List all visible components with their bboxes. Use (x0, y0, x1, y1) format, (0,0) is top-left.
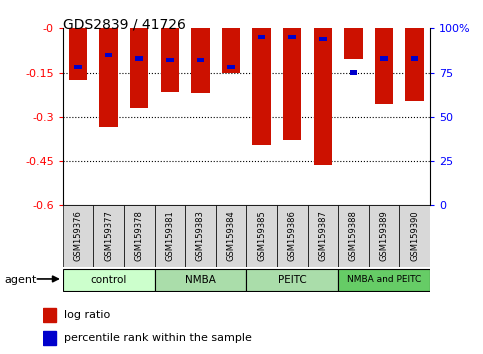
Text: PEITC: PEITC (278, 275, 307, 285)
Text: GSM159390: GSM159390 (410, 210, 419, 261)
FancyBboxPatch shape (63, 205, 93, 267)
Bar (313, 28, 332, 166)
Text: GSM159388: GSM159388 (349, 210, 358, 261)
Bar (344, 28, 363, 59)
Text: log ratio: log ratio (64, 310, 110, 320)
Text: NMBA and PEITC: NMBA and PEITC (347, 275, 421, 284)
FancyBboxPatch shape (63, 268, 155, 291)
FancyBboxPatch shape (338, 205, 369, 267)
FancyBboxPatch shape (185, 205, 216, 267)
Text: NMBA: NMBA (185, 275, 216, 285)
Text: GSM159376: GSM159376 (73, 210, 83, 261)
Bar (380, 56, 388, 61)
Bar (253, 28, 271, 145)
Bar (227, 65, 235, 69)
Bar (135, 56, 143, 61)
FancyBboxPatch shape (246, 268, 338, 291)
Bar (222, 28, 240, 74)
Text: percentile rank within the sample: percentile rank within the sample (64, 333, 252, 343)
FancyBboxPatch shape (155, 268, 246, 291)
Bar (43, 308, 56, 322)
Text: control: control (90, 275, 127, 285)
FancyBboxPatch shape (277, 205, 308, 267)
Text: GDS2839 / 41726: GDS2839 / 41726 (63, 18, 185, 32)
Text: GSM159383: GSM159383 (196, 210, 205, 261)
Bar (43, 331, 56, 345)
Text: GSM159389: GSM159389 (380, 210, 388, 261)
Bar (288, 35, 296, 39)
Bar (161, 28, 179, 92)
Text: GSM159381: GSM159381 (165, 210, 174, 261)
FancyBboxPatch shape (93, 205, 124, 267)
FancyBboxPatch shape (308, 205, 338, 267)
Bar (411, 56, 418, 61)
Bar (166, 58, 174, 62)
FancyBboxPatch shape (216, 205, 246, 267)
Text: GSM159377: GSM159377 (104, 210, 113, 261)
Bar (69, 28, 87, 80)
FancyBboxPatch shape (155, 205, 185, 267)
FancyBboxPatch shape (124, 205, 155, 267)
Bar (350, 70, 357, 75)
FancyBboxPatch shape (338, 268, 430, 291)
Bar (74, 65, 82, 69)
Text: GSM159384: GSM159384 (227, 210, 236, 261)
FancyBboxPatch shape (369, 205, 399, 267)
FancyBboxPatch shape (399, 205, 430, 267)
Text: GSM159385: GSM159385 (257, 210, 266, 261)
Bar (105, 53, 113, 57)
Text: GSM159387: GSM159387 (318, 210, 327, 261)
FancyBboxPatch shape (246, 205, 277, 267)
Bar (405, 28, 424, 101)
Bar (283, 28, 301, 141)
Text: GSM159386: GSM159386 (288, 210, 297, 261)
Bar (319, 37, 327, 41)
Bar (197, 58, 204, 62)
Text: GSM159378: GSM159378 (135, 210, 144, 261)
Bar (375, 28, 393, 104)
Bar (99, 28, 118, 127)
Bar (130, 28, 148, 108)
Bar (258, 35, 266, 39)
Text: agent: agent (5, 275, 37, 285)
Bar (191, 28, 210, 93)
